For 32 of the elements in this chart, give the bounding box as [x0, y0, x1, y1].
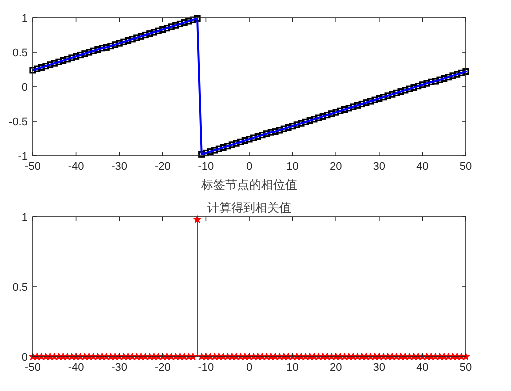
x-tick-label: 20: [330, 362, 342, 374]
y-tick-label: 0.5: [12, 48, 28, 60]
x-tick-label: -40: [68, 362, 84, 374]
x-tick-label: 30: [373, 161, 386, 173]
x-tick-label: -30: [112, 161, 128, 173]
x-tick-label: 10: [286, 161, 299, 173]
x-tick-label: 50: [460, 161, 472, 173]
x-tick-label: -30: [112, 362, 128, 374]
x-tick-label: 40: [416, 161, 429, 173]
x-tick-label: 10: [286, 362, 299, 374]
y-tick-label: -1: [18, 151, 28, 163]
x-tick-label: -10: [198, 362, 214, 374]
x-axis-title: 标签节点的相位值: [200, 178, 298, 192]
x-tick-label: -20: [154, 362, 171, 374]
x-tick-label: 30: [373, 362, 386, 374]
y-tick-label: -0.5: [9, 116, 28, 128]
y-tick-label: 0: [22, 82, 28, 94]
x-tick-label: 0: [246, 161, 253, 173]
x-tick-label: 40: [416, 362, 429, 374]
x-tick-label: -40: [68, 161, 84, 173]
y-tick-label: 1: [22, 13, 28, 25]
x-tick-label: -50: [25, 161, 41, 173]
y-tick-label: 0.5: [12, 282, 28, 294]
y-tick-label: 0: [22, 352, 28, 364]
chart-title: 计算得到相关值: [208, 201, 292, 215]
x-tick-label: 20: [330, 161, 342, 173]
x-tick-label: 50: [460, 362, 472, 374]
x-tick-label: 0: [246, 362, 253, 374]
x-tick-label: -50: [25, 362, 41, 374]
x-tick-label: -20: [154, 161, 171, 173]
y-tick-label: 1: [22, 212, 28, 224]
x-tick-label: -10: [198, 161, 214, 173]
